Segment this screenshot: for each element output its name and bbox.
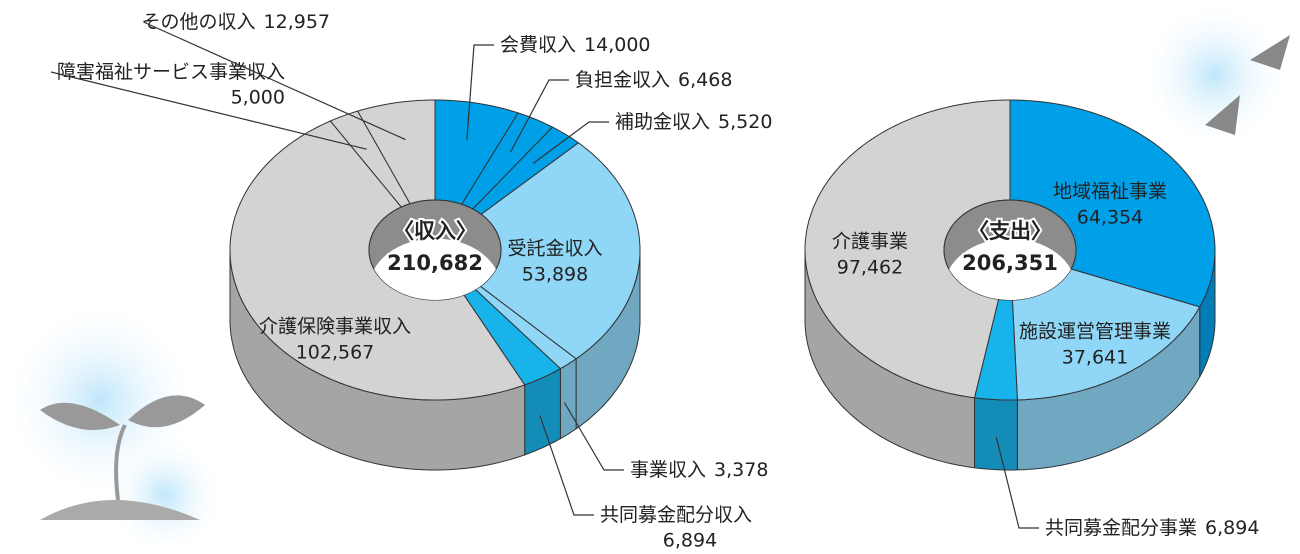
slice-value: 97,462 (837, 257, 903, 279)
slice-value: 64,354 (1077, 207, 1143, 229)
slice-name: 事業収入 (630, 459, 706, 481)
slice-label: 施設運営管理事業 (1019, 321, 1171, 343)
slice-label: 会費収入 14,000 (500, 34, 651, 56)
donut-hole-floor (369, 238, 501, 300)
slice-label: 受託金収入 (507, 238, 602, 260)
slice-value: 3,378 (714, 459, 768, 481)
slice-label: 事業収入 3,378 (630, 459, 768, 481)
center-total: 210,682 (387, 251, 483, 275)
leader-line (532, 121, 609, 164)
leader-line (563, 402, 624, 471)
slice-value: 6,894 (663, 530, 717, 552)
slice-value: 5,000 (231, 87, 285, 109)
slice-label: 地域福祉事業 (1053, 181, 1167, 203)
decoration (105, 435, 225, 554)
leader-line (995, 437, 1039, 529)
donut-side (559, 357, 577, 440)
leader-line (50, 71, 367, 150)
slice-name: 補助金収入 (615, 111, 710, 133)
slice-name: 共同募金配分事業 (1045, 517, 1197, 539)
slice-label: 補助金収入 5,520 (615, 111, 772, 133)
slice-label: 共同募金配分事業 6,894 (1045, 517, 1259, 539)
leader-line (510, 79, 569, 153)
slice-value: 37,641 (1062, 347, 1128, 369)
slice-value: 53,898 (522, 264, 588, 286)
decoration (40, 395, 205, 430)
slice-value: 102,567 (296, 342, 375, 364)
slice-value: 6,468 (678, 69, 732, 91)
center-title: 〈支出〉 (968, 219, 1052, 243)
decoration (114, 424, 127, 501)
leader-line (466, 44, 494, 140)
center-title: 〈収入〉 (393, 219, 477, 243)
slice-value: 5,520 (718, 111, 772, 133)
slice-value: 14,000 (584, 34, 650, 56)
slice-name: 負担金収入 (575, 69, 670, 91)
slice-value: 12,957 (264, 11, 330, 33)
slice-label: 負担金収入 6,468 (575, 69, 732, 91)
decoration (1140, 0, 1290, 150)
decoration (1205, 35, 1290, 135)
slice-name: その他の収入 (142, 11, 256, 33)
center-total: 206,351 (962, 251, 1058, 275)
slice-label: その他の収入 12,957 (142, 11, 331, 33)
decoration (40, 500, 200, 520)
slice-label: 介護事業 (832, 231, 908, 253)
slice-name: 会費収入 (500, 34, 576, 56)
donut-side (974, 397, 1018, 471)
slice-label: 障害福祉サービス事業収入 (57, 61, 285, 83)
donut-hole-floor (944, 238, 1076, 300)
slice-label: 介護保険事業収入 (259, 316, 411, 338)
slice-name: 共同募金配分収入 (600, 504, 752, 526)
leader-line (539, 415, 594, 516)
slice-value: 6,894 (1205, 517, 1259, 539)
slice-label: 共同募金配分収入 (600, 504, 752, 526)
slice-name: 障害福祉サービス事業収入 (57, 61, 285, 83)
leader-line (143, 21, 406, 141)
